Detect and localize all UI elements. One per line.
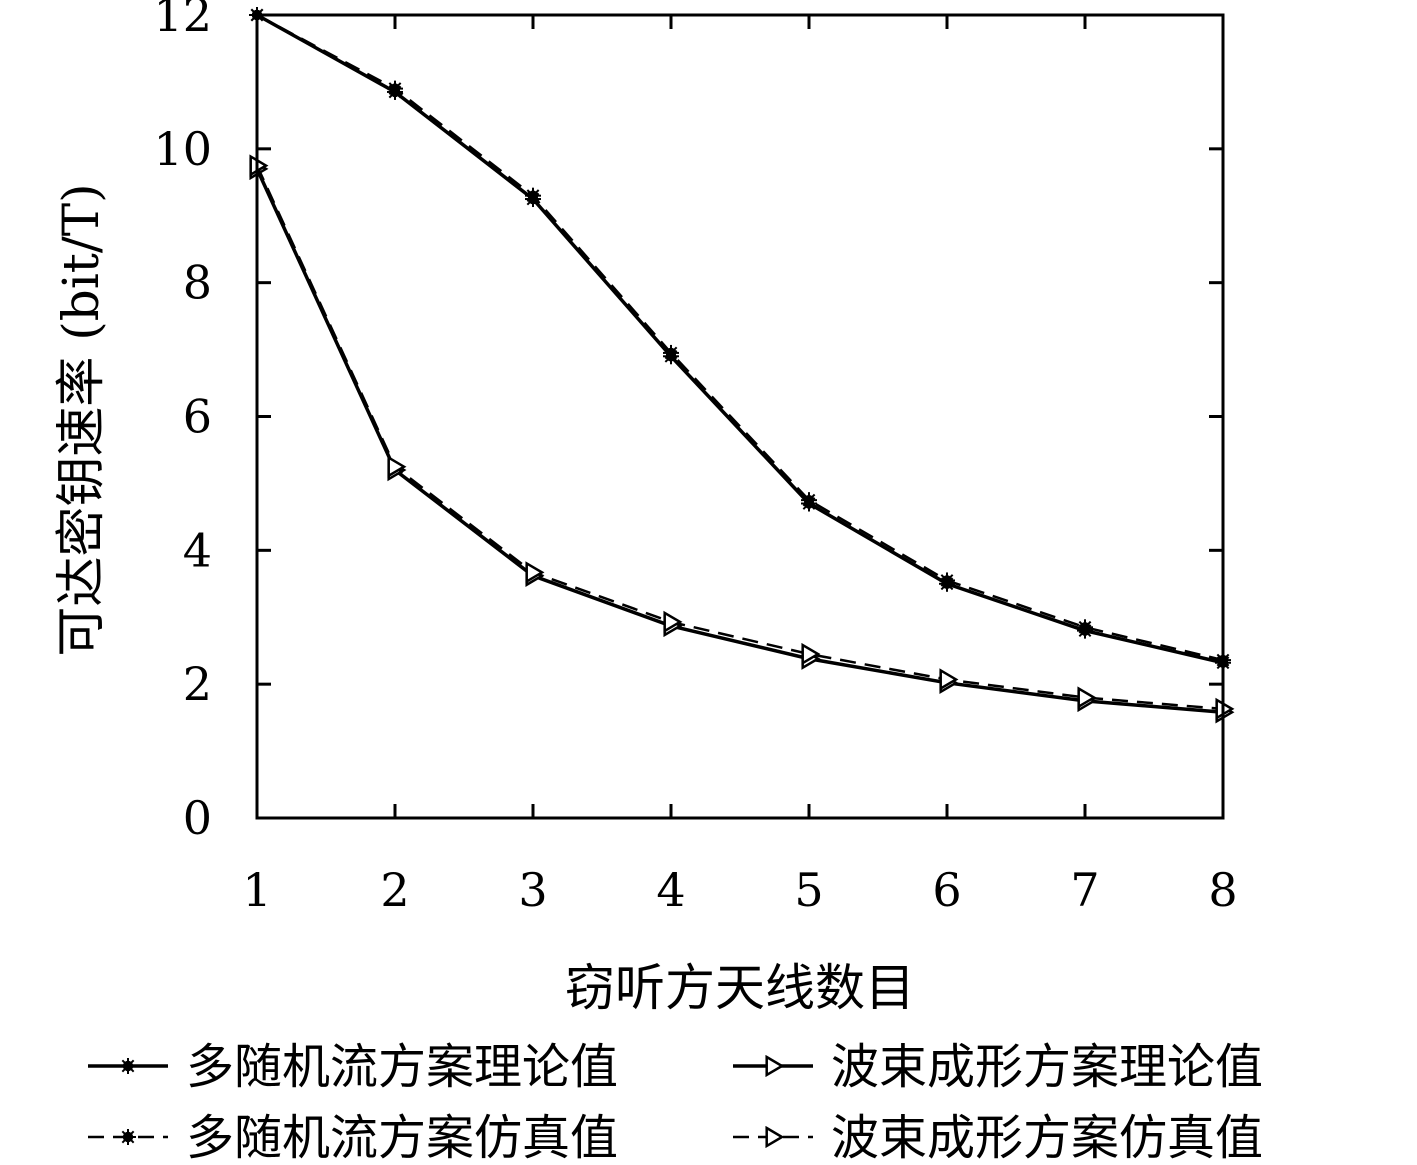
series-波束成形方案仿真值 [249,154,1235,721]
x-tick-label: 5 [794,863,823,917]
y-tick-label: 4 [183,523,212,577]
x-tick-label: 3 [518,863,547,917]
series-line [256,13,1224,662]
x-tick-label: 6 [932,863,961,917]
star-marker [801,492,817,509]
series-多随机流方案仿真值 [249,7,1231,669]
star-marker [387,80,403,97]
triangle-marker [525,561,545,584]
legend-label: 波束成形方案理论值 [831,1039,1263,1095]
x-tick-label: 2 [380,863,409,917]
legend-label: 波束成形方案仿真值 [831,1110,1263,1165]
y-tick-label: 2 [183,657,212,711]
series-layer [249,7,1235,724]
y-axis-label: 可达密钥速率 (bit/T) [52,183,110,656]
series-line [255,168,1224,715]
star-marker [120,1129,136,1145]
y-tick-label: 0 [183,791,212,845]
triangle-marker [939,668,959,691]
star-marker [939,572,955,589]
star-marker [120,1058,136,1074]
x-tick-label: 7 [1070,863,1099,917]
y-tick-label: 6 [183,390,212,444]
triangle-marker [765,1054,785,1078]
legend-label: 多随机流方案仿真值 [186,1110,618,1165]
plot-frame [255,13,1225,820]
series-line [255,165,1224,711]
legend-entry: 多随机流方案理论值 [88,1039,618,1095]
star-marker [1077,619,1093,636]
x-tick-label: 1 [242,863,271,917]
legend-entry: 波束成形方案理论值 [733,1039,1263,1095]
x-axis-label: 窃听方天线数目 [565,959,915,1017]
triangle-marker [387,455,407,478]
y-tick-label: 10 [153,122,212,176]
triangle-marker [663,610,683,634]
star-marker [525,187,541,204]
triangle-marker [765,1125,785,1149]
legend-entry: 波束成形方案仿真值 [733,1110,1263,1165]
legend-entry: 多随机流方案仿真值 [88,1110,618,1165]
triangle-marker [801,642,821,666]
legend-label: 多随机流方案理论值 [186,1039,618,1095]
x-tick-label: 4 [656,863,685,917]
y-tick-label: 8 [183,256,212,310]
x-tick-label: 8 [1208,863,1237,917]
star-marker [663,344,679,361]
series-line [256,13,1224,665]
y-tick-label: 12 [153,0,212,42]
series-多随机流方案理论值 [249,7,1231,671]
triangle-marker [1077,686,1097,709]
